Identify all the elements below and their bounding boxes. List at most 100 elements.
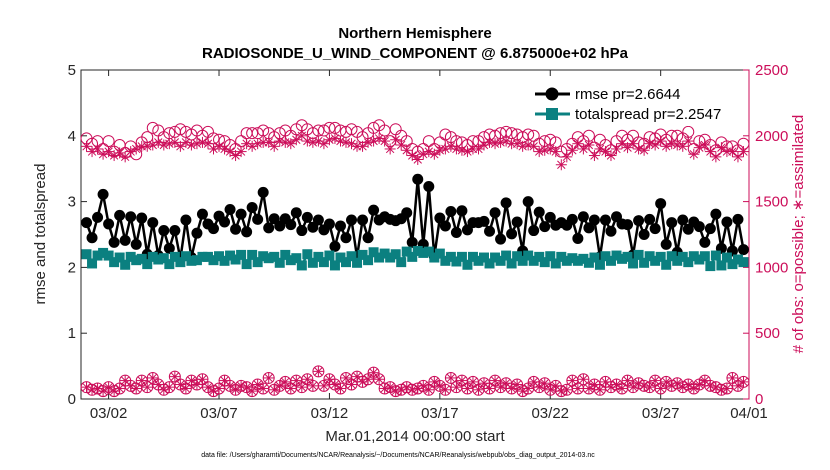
spread-point — [412, 245, 423, 256]
assimilated-obs-point — [230, 384, 242, 396]
assimilated-obs-point — [583, 382, 595, 394]
spread-point — [721, 252, 732, 263]
assimilated-obs-point — [174, 140, 186, 152]
rmse-point — [495, 233, 507, 245]
series-layer — [80, 119, 750, 398]
assimilated-obs-point — [224, 146, 236, 158]
x-axis-label: Mar.01,2014 00:00:00 start — [325, 428, 505, 445]
rmse-point — [721, 216, 733, 228]
assimilated-obs-point — [340, 372, 352, 384]
rmse-point — [450, 227, 462, 239]
possible-obs-point — [367, 121, 380, 134]
assimilated-obs-point — [737, 376, 749, 388]
spread-point — [699, 251, 710, 262]
assimilated-obs-point — [688, 148, 700, 160]
x-tick-label: 03/02 — [90, 405, 128, 422]
assimilated-obs-point — [539, 144, 551, 156]
possible-obs-point — [439, 128, 452, 141]
rmse-point — [500, 197, 512, 209]
spread-point — [484, 258, 495, 269]
spread-point — [501, 250, 512, 261]
assimilated-obs-point — [224, 380, 236, 392]
spread-point — [633, 249, 644, 260]
rmse-point — [704, 223, 716, 235]
assimilated-obs-point — [263, 372, 275, 384]
spread-point — [98, 247, 109, 258]
spread-point — [594, 259, 605, 270]
rmse-point — [224, 203, 236, 215]
assimilated-obs-point — [279, 376, 291, 388]
spread-point — [495, 255, 506, 266]
spread-point — [191, 255, 202, 266]
spread-point — [247, 249, 258, 260]
spread-point — [677, 251, 688, 262]
spread-point — [169, 251, 180, 262]
spread-point — [617, 253, 628, 264]
assimilated-obs-point — [566, 375, 578, 387]
assimilated-obs-point — [577, 143, 589, 155]
assimilated-obs-point — [351, 371, 363, 383]
x-tick-label: 03/27 — [642, 405, 680, 422]
rmse-point — [252, 213, 264, 225]
rmse-point — [263, 222, 275, 234]
assimilated-obs-point — [572, 382, 584, 394]
assimilated-obs-point — [318, 138, 330, 150]
rmse-point — [445, 205, 457, 217]
assimilated-obs-point — [699, 139, 711, 151]
spread-point — [556, 251, 567, 262]
rmse-point — [346, 214, 358, 226]
assimilated-obs-point — [384, 381, 396, 393]
spread-point — [225, 250, 236, 261]
data-file-footnote: data file: /Users/gharamti/Documents/NCA… — [201, 452, 595, 459]
rmse-point — [588, 214, 600, 226]
spread-point — [219, 255, 230, 266]
assimilated-obs-point — [704, 380, 716, 392]
assimilated-obs-point — [655, 382, 667, 394]
y-axis-right: 0 500 1000 1500 2000 2500 — [743, 62, 788, 408]
spread-point — [622, 251, 633, 262]
assimilated-obs-point — [588, 379, 600, 391]
spread-point — [269, 251, 280, 262]
rmse-point — [323, 218, 335, 230]
assimilated-obs-point — [577, 373, 589, 385]
rmse-point — [103, 218, 115, 230]
rmse-point — [92, 211, 104, 223]
assimilated-obs-point — [472, 143, 484, 155]
spread-point — [512, 251, 523, 262]
rmse-point — [572, 232, 584, 244]
spread-point — [263, 253, 274, 264]
spread-point — [738, 257, 749, 268]
rmse-point — [207, 223, 219, 235]
spread-point — [120, 259, 131, 270]
assimilated-obs-point — [114, 147, 126, 159]
assimilated-obs-point — [638, 144, 650, 156]
assimilated-obs-point — [219, 375, 231, 387]
assimilated-obs-point — [97, 385, 109, 397]
assimilated-obs-point — [312, 365, 324, 377]
assimilated-obs-point — [434, 144, 446, 156]
rmse-point — [633, 215, 645, 227]
rmse-point — [312, 214, 324, 226]
rmse-point — [246, 202, 258, 214]
assimilated-obs-point — [461, 382, 473, 394]
assimilated-obs-point — [484, 382, 496, 394]
assimilated-obs-point — [285, 138, 297, 150]
assimilated-obs-point — [456, 375, 468, 387]
rmse-point — [301, 211, 313, 223]
assimilated-obs-point — [594, 384, 606, 396]
spread-point — [236, 249, 247, 260]
assimilated-obs-point — [428, 148, 440, 160]
spread-point — [186, 255, 197, 266]
spread-point — [506, 258, 517, 269]
x-tick-label: 03/22 — [531, 405, 569, 422]
rmse-point — [130, 238, 142, 250]
rmse-point — [605, 225, 617, 237]
assimilated-obs-point — [644, 381, 656, 393]
series-spread — [81, 245, 749, 272]
rmse-point — [710, 208, 722, 220]
assimilated-obs-point — [373, 373, 385, 385]
spread-point — [683, 257, 694, 268]
spread-point — [158, 253, 169, 264]
assimilated-obs-point — [732, 380, 744, 392]
spread-point — [583, 257, 594, 268]
